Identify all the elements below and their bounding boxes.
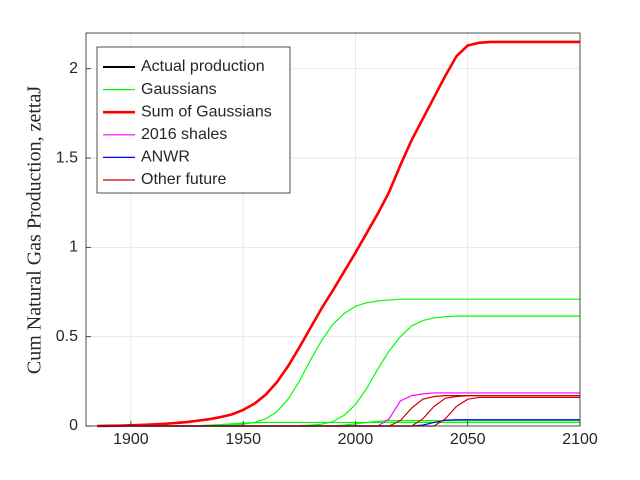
- legend-label: Actual production: [141, 58, 265, 75]
- y-tick-label: 2: [69, 60, 78, 77]
- y-axis-label: Cum Natural Gas Production, zettaJ: [24, 86, 46, 374]
- series-line: [97, 40, 580, 428]
- y-tick-label: 0: [69, 417, 78, 434]
- x-tick-label: 2050: [450, 431, 486, 448]
- ticks: 1900 1950 2000 2050 2100 0 0.5 1 1.5 2: [56, 60, 598, 448]
- x-tick-label: 2100: [562, 431, 598, 448]
- legend-label: Sum of Gaussians: [141, 103, 272, 120]
- legend-label: ANWR: [141, 149, 190, 166]
- legend-label: Gaussians: [141, 81, 217, 98]
- y-tick-label: 1.5: [56, 149, 78, 166]
- legend-box: [96, 46, 291, 194]
- y-tick-label: 0.5: [56, 328, 78, 345]
- x-tick-label: 1900: [113, 431, 149, 448]
- y-tick-label: 1: [69, 239, 78, 256]
- legend-label: Other future: [141, 171, 226, 188]
- legend: Actual production Gaussians Sum of Gaussia…: [96, 46, 291, 194]
- legend-label: 2016 shales: [141, 126, 227, 143]
- x-tick-label: 2000: [338, 431, 374, 448]
- axes-box: [85, 32, 581, 427]
- x-tick-label: 1950: [225, 431, 261, 448]
